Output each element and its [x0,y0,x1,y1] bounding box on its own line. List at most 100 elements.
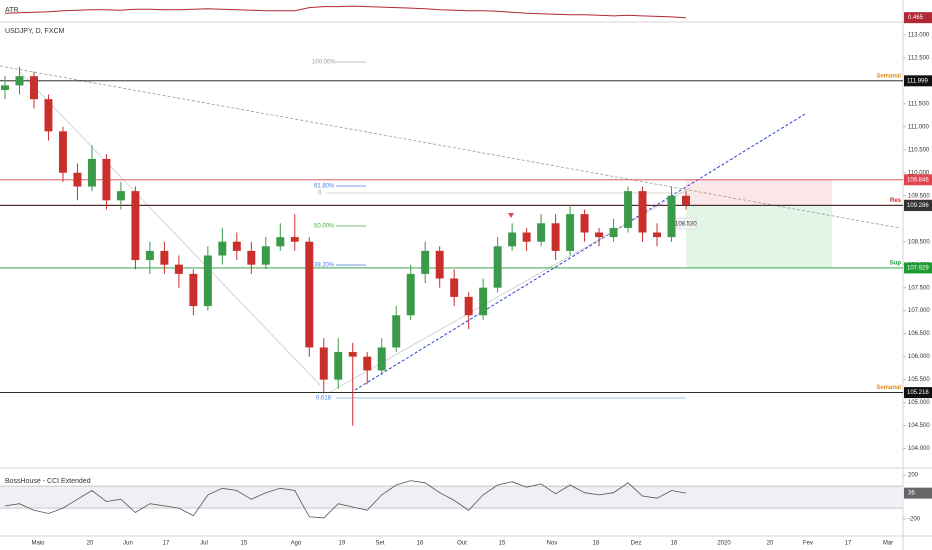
x-tick-label: 2020 [717,541,731,547]
y-tick-label: 109.500 [908,193,930,199]
y-tick-label: 104.500 [908,423,930,429]
y-tick-label: 108.500 [908,239,930,245]
y-tick-label: -200 [908,517,921,523]
candle-body [638,191,647,233]
candle-body [566,214,575,251]
x-tick-label: 20 [767,541,774,547]
y-tick-label: 110.000 [908,170,930,176]
annotation: 108.530 [675,222,697,228]
price-box-label: 107.929 [907,266,929,272]
x-tick-label: 17 [163,541,170,547]
x-tick-label: Mar [883,541,893,547]
atr-value: 0.465 [908,15,924,21]
candle-body [276,237,285,247]
x-tick-label: Ago [291,541,302,547]
candle-body [29,76,38,100]
candle-body [131,191,140,261]
x-tick-label: 18 [593,541,600,547]
y-tick-label: 104.000 [908,446,930,452]
candle-body [653,232,662,238]
fib-label: 100.00% [312,60,336,66]
candle-body [406,273,415,316]
x-tick-label: 16 [671,541,678,547]
price-box [904,200,932,212]
candle-body [58,131,67,173]
candle-body [522,232,531,242]
candle-body [595,232,604,238]
x-tick-label: Out [457,541,467,547]
fib-label: 0 [318,191,322,197]
x-tick-label: Fev [803,541,813,547]
candle-body [682,195,690,205]
x-tick-label: 16 [417,541,424,547]
candle-body [290,237,299,242]
fib-trend [19,71,321,386]
cci-line [4,480,687,519]
atr-line [4,5,687,19]
candle-body [102,158,111,201]
price-box [904,75,932,87]
candle-body [377,347,386,371]
target-zone [686,204,832,268]
price-box-label: 109.846 [907,177,929,183]
y-tick-label: 106.500 [908,331,930,337]
price-box-label: 105.218 [907,390,929,396]
candle-body [551,223,560,251]
x-tick-label: Maio [31,541,45,547]
price-box-label: 109.286 [907,203,929,209]
candle-body [189,273,198,307]
x-tick-label: 15 [499,541,506,547]
candle-body [218,241,227,256]
cci-value: 36 [908,491,915,497]
candle-body [435,250,444,279]
candle-body [421,250,430,274]
y-tick-label: 111.000 [908,124,929,130]
fib-label: 50.00% [314,224,335,230]
x-tick-label: 17 [845,541,852,547]
level-tag: Semanal [876,385,901,391]
x-tick-label: Jul [200,541,208,547]
x-tick-label: Jun [123,541,133,547]
x-tick-label: 15 [241,541,248,547]
fib-label: 38.20% [314,263,335,269]
candle-body [319,347,328,380]
candle-body [247,250,256,265]
candle-body [580,214,589,233]
x-tick-label: Nov [547,541,558,547]
y-tick-label: 107.500 [908,285,930,291]
trendline [0,65,901,229]
candle-body [73,172,82,187]
candle-body [609,227,618,238]
marker [508,213,514,218]
trendline [354,113,806,391]
candle-body [334,352,343,380]
candle-body [87,158,96,187]
atr-title: ATR [5,7,18,14]
y-tick-label: 110.500 [908,147,930,153]
x-tick-label: 20 [87,541,94,547]
fib-label: 61.80% [314,184,335,190]
candle-body [232,241,241,251]
candle-body [537,223,546,242]
y-tick-label: 200 [908,473,919,479]
candle-body [392,315,401,348]
fib-label: 0.618 [316,396,332,402]
candle-body [667,195,676,238]
cci-box [904,487,932,499]
price-box [904,387,932,399]
level-tag: Res [890,198,902,204]
stop-zone [686,180,832,204]
y-tick-label: 113.000 [908,32,930,38]
y-tick-label: 112.500 [908,55,930,61]
price-box [904,174,932,186]
candle-body [348,352,357,357]
y-tick-label: 106.000 [908,354,930,360]
y-tick-label: 111.500 [908,101,929,107]
cci-band [0,486,903,509]
candle-body [450,278,459,297]
candle-body [464,296,473,316]
price-box-label: 111.999 [907,78,928,84]
price-box [904,262,932,274]
candle-body [1,85,9,90]
